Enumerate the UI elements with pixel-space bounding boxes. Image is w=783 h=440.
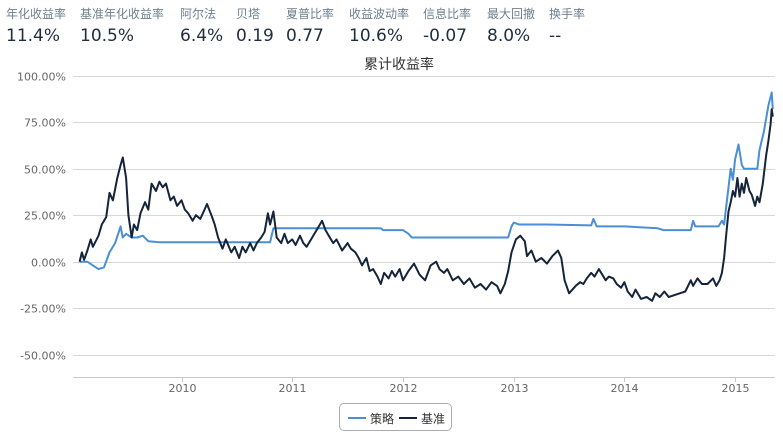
- stat-volatility: 收益波动率 10.6%: [349, 6, 409, 47]
- stat-value: 10.5%: [80, 26, 135, 46]
- stat-label: 换手率: [549, 7, 586, 21]
- stat-turnover: 换手率 --: [549, 6, 585, 47]
- legend-swatch-strategy: [348, 417, 366, 419]
- stat-value: 0.77: [286, 26, 324, 46]
- stat-sharpe: 夏普比率 0.77: [286, 6, 334, 47]
- stat-information-ratio: 信息比率 -0.07: [423, 6, 471, 47]
- legend-label-strategy: 策略: [370, 411, 395, 426]
- chart-title: 累计收益率: [364, 56, 434, 73]
- y-tick-label: 0.00%: [31, 257, 66, 270]
- stat-label: 阿尔法: [180, 7, 217, 21]
- x-tick-label: 2013: [501, 382, 529, 395]
- benchmark-line: [78, 108, 774, 302]
- legend-item-strategy[interactable]: 策略: [348, 410, 394, 426]
- stat-label: 信息比率: [423, 7, 472, 21]
- stat-label: 年化收益率: [6, 7, 67, 21]
- stat-value: 8.0%: [487, 26, 531, 46]
- y-tick-label: 75.00%: [24, 117, 66, 130]
- x-tick-label: 2010: [169, 382, 197, 395]
- y-tick-label: -50.00%: [20, 350, 66, 363]
- grid-lines: [73, 76, 775, 378]
- stat-label: 贝塔: [236, 7, 261, 21]
- legend-item-benchmark[interactable]: 基准: [399, 410, 445, 426]
- stat-label: 夏普比率: [286, 7, 335, 21]
- stat-value: 10.6%: [349, 26, 404, 46]
- stat-max-drawdown: 最大回撤 8.0%: [487, 6, 535, 47]
- stats-bar: 年化收益率 11.4% 基准年化收益率 10.5% 阿尔法 6.4% 贝塔 0.…: [0, 0, 783, 50]
- legend: 策略 基准: [339, 403, 452, 431]
- y-tick-label: 100.00%: [17, 71, 66, 84]
- y-tick-label: -25.00%: [20, 303, 66, 316]
- stat-label: 基准年化收益率: [80, 7, 165, 21]
- cumulative-return-chart: 累计收益率 100.00% 75.00% 50.00% 25.00% 0.00% -25.…: [17, 56, 775, 395]
- x-tick-label: 2012: [390, 382, 418, 395]
- x-tick-label: 2015: [722, 382, 750, 395]
- stat-value: 0.19: [236, 26, 274, 46]
- y-tick-label: 50.00%: [24, 164, 66, 177]
- y-axis-ticks: 100.00% 75.00% 50.00% 25.00% 0.00% -25.00% -50…: [17, 71, 66, 363]
- stat-annual-return: 年化收益率 11.4%: [6, 6, 66, 47]
- legend-label-benchmark: 基准: [421, 411, 446, 426]
- strategy-line: [79, 91, 774, 271]
- stat-alpha: 阿尔法 6.4%: [180, 6, 223, 47]
- series-lines: [78, 91, 774, 302]
- stat-value: --: [549, 26, 562, 46]
- legend-swatch-benchmark: [399, 417, 417, 419]
- stat-label: 最大回撤: [487, 7, 536, 21]
- stat-value: -0.07: [423, 26, 467, 46]
- stat-benchmark-annual-return: 基准年化收益率 10.5%: [80, 6, 164, 47]
- stat-label: 收益波动率: [349, 7, 410, 21]
- stat-value: 11.4%: [6, 26, 61, 46]
- stat-value: 6.4%: [180, 26, 224, 46]
- stat-beta: 贝塔 0.19: [236, 6, 274, 47]
- x-tick-label: 2011: [279, 382, 307, 395]
- y-tick-label: 25.00%: [24, 210, 66, 223]
- x-axis-ticks: 2010 2011 2012 2013 2014 2015: [169, 377, 750, 395]
- x-tick-label: 2014: [611, 382, 639, 395]
